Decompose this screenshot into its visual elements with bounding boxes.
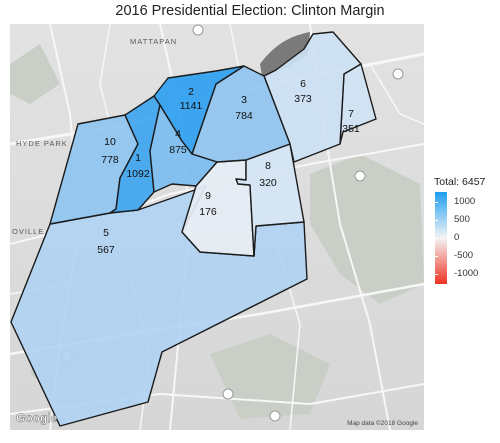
place-label-hyde-park: HYDE PARK [16,139,68,148]
map-title: 2016 Presidential Election: Clinton Marg… [115,3,385,19]
precinct-9-id: 9 [205,190,211,202]
precinct-8-shape[interactable] [235,143,305,257]
place-label-mattapan: MATTAPAN [130,37,177,46]
water-body [260,32,310,76]
precinct-1-value: 1092 [126,168,150,180]
place-label-oville: OVILLE [12,227,44,236]
precinct-3-value: 784 [235,110,253,122]
precinct-6-id: 6 [300,78,306,90]
precinct-4-id: 4 [175,128,181,140]
precinct-6-shape[interactable] [263,31,362,163]
map-panel[interactable]: MATTAPAN HYDE PARK OVILLE 2 1141 3 784 6… [10,24,424,430]
legend-tick-500: 500 [454,214,470,225]
precinct-4-value: 875 [169,144,187,156]
precinct-10-value: 778 [101,154,119,166]
precinct-3-id: 3 [241,94,247,106]
precinct-10-id: 10 [104,136,116,148]
google-logo: Google [16,411,58,425]
precinct-9-value: 176 [199,206,217,218]
map-attribution: Map data ©2018 Google [347,419,418,427]
precinct-8-id: 8 [265,160,271,172]
legend-tick-neg-1000: -1000 [454,268,479,279]
precinct-7-value: 351 [342,123,360,135]
legend-color-bar [434,191,448,285]
precinct-6-value: 373 [294,93,312,105]
legend-tick-neg-500: -500 [454,250,474,261]
precinct-7-id: 7 [348,108,354,120]
precinct-5-value: 567 [97,244,115,256]
legend-tick-1000: 1000 [454,196,476,207]
precinct-1-id: 1 [135,152,141,164]
precinct-8-value: 320 [259,177,277,189]
precinct-2-shape[interactable] [153,65,245,155]
precinct-2-id: 2 [188,86,194,98]
legend: Total: 6457 1000 500 0 -500 -1000 [434,176,500,285]
map-svg: MATTAPAN HYDE PARK OVILLE 2 1141 3 784 6… [10,24,424,430]
legend-tick-0: 0 [454,232,460,243]
legend-title: Total: 6457 [434,176,486,188]
precinct-5-id: 5 [103,227,109,239]
precinct-2-value: 1141 [180,100,203,112]
